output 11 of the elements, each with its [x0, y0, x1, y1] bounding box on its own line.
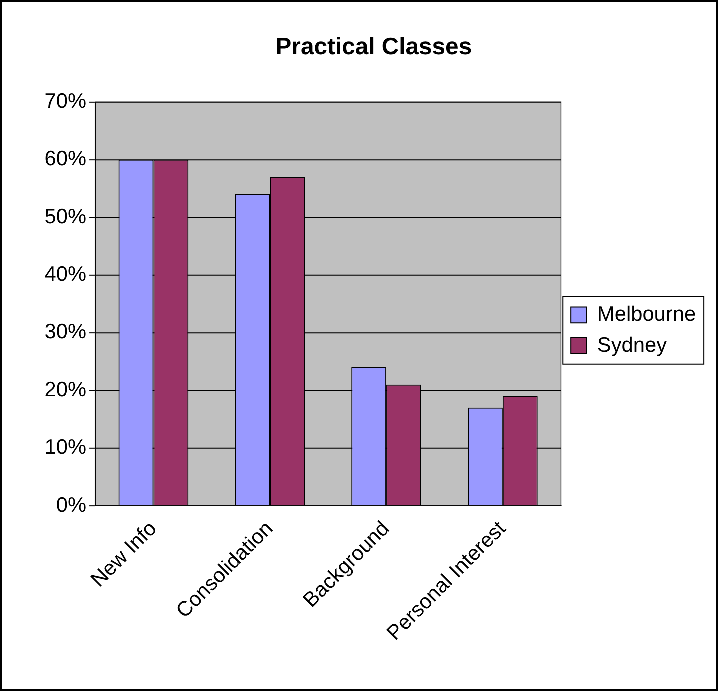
y-tick-label: 70%	[44, 90, 87, 113]
y-tick-label: 50%	[44, 205, 87, 228]
y-tick-label: 30%	[44, 320, 87, 344]
chart-title: Practical Classes	[276, 34, 472, 61]
legend-label: Sydney	[597, 334, 668, 357]
legend-label: Melbourne	[597, 302, 696, 326]
y-tick-label: 10%	[44, 436, 87, 460]
y-tick-label: 40%	[44, 263, 87, 286]
y-tick-label: 20%	[44, 378, 87, 402]
y-tick-label: 0%	[56, 494, 87, 517]
y-tick-label: 60%	[44, 148, 87, 171]
